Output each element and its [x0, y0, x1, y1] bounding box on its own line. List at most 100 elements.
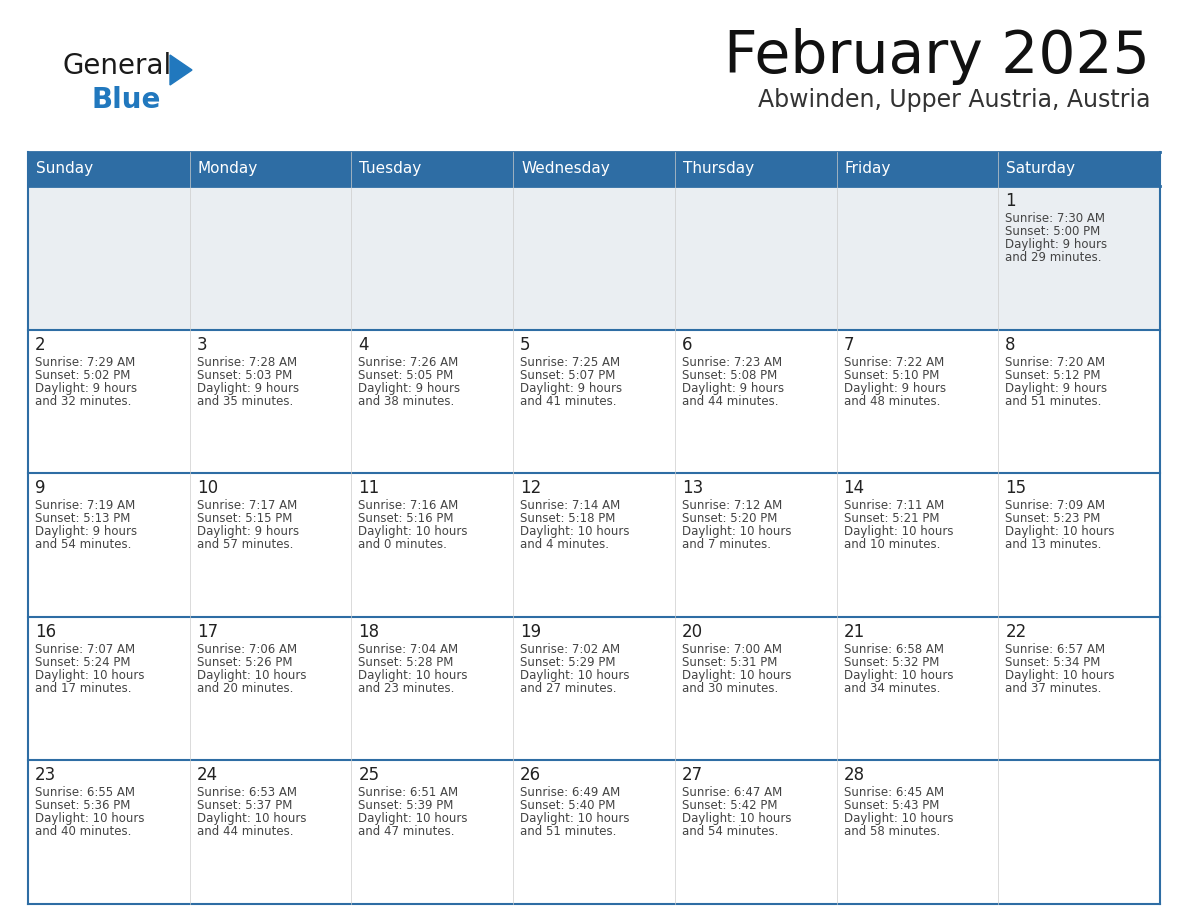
Text: and 23 minutes.: and 23 minutes. — [359, 682, 455, 695]
Text: Daylight: 10 hours: Daylight: 10 hours — [843, 812, 953, 825]
Text: and 38 minutes.: and 38 minutes. — [359, 395, 455, 408]
Text: 23: 23 — [34, 767, 56, 784]
Text: Sunrise: 7:23 AM: Sunrise: 7:23 AM — [682, 355, 782, 369]
Text: Daylight: 10 hours: Daylight: 10 hours — [682, 525, 791, 538]
Text: Sunrise: 7:28 AM: Sunrise: 7:28 AM — [197, 355, 297, 369]
Bar — [836, 152, 998, 186]
Text: Sunset: 5:37 PM: Sunset: 5:37 PM — [197, 800, 292, 812]
Text: and 54 minutes.: and 54 minutes. — [682, 825, 778, 838]
Text: Sunrise: 7:29 AM: Sunrise: 7:29 AM — [34, 355, 135, 369]
Bar — [29, 473, 1159, 617]
Text: 21: 21 — [843, 622, 865, 641]
Text: Sunset: 5:23 PM: Sunset: 5:23 PM — [1005, 512, 1100, 525]
Text: 15: 15 — [1005, 479, 1026, 498]
Bar — [675, 152, 836, 186]
Text: and 30 minutes.: and 30 minutes. — [682, 682, 778, 695]
Text: Sunset: 5:31 PM: Sunset: 5:31 PM — [682, 655, 777, 669]
Text: Sunrise: 7:16 AM: Sunrise: 7:16 AM — [359, 499, 459, 512]
Text: and 51 minutes.: and 51 minutes. — [520, 825, 617, 838]
Bar — [29, 760, 1159, 904]
Text: 12: 12 — [520, 479, 542, 498]
Text: Sunrise: 6:49 AM: Sunrise: 6:49 AM — [520, 787, 620, 800]
Text: 19: 19 — [520, 622, 542, 641]
Text: Sunrise: 6:51 AM: Sunrise: 6:51 AM — [359, 787, 459, 800]
Text: 26: 26 — [520, 767, 542, 784]
Bar — [29, 152, 190, 186]
Bar — [352, 152, 513, 186]
Text: Daylight: 10 hours: Daylight: 10 hours — [1005, 669, 1114, 682]
Text: Sunset: 5:10 PM: Sunset: 5:10 PM — [843, 369, 939, 382]
Text: 3: 3 — [197, 336, 208, 353]
Text: 13: 13 — [682, 479, 703, 498]
Text: Daylight: 9 hours: Daylight: 9 hours — [197, 382, 299, 395]
Text: Sunset: 5:16 PM: Sunset: 5:16 PM — [359, 512, 454, 525]
Text: Friday: Friday — [845, 162, 891, 176]
Text: and 51 minutes.: and 51 minutes. — [1005, 395, 1101, 408]
Text: 18: 18 — [359, 622, 379, 641]
Text: and 58 minutes.: and 58 minutes. — [843, 825, 940, 838]
Text: and 0 minutes.: and 0 minutes. — [359, 538, 448, 551]
Bar — [29, 186, 1159, 330]
Text: Sunrise: 6:57 AM: Sunrise: 6:57 AM — [1005, 643, 1105, 655]
Text: Abwinden, Upper Austria, Austria: Abwinden, Upper Austria, Austria — [758, 88, 1150, 112]
Text: and 57 minutes.: and 57 minutes. — [197, 538, 293, 551]
Text: 20: 20 — [682, 622, 703, 641]
Text: and 44 minutes.: and 44 minutes. — [197, 825, 293, 838]
Text: and 44 minutes.: and 44 minutes. — [682, 395, 778, 408]
Text: Sunrise: 7:12 AM: Sunrise: 7:12 AM — [682, 499, 782, 512]
Bar — [513, 152, 675, 186]
Text: Daylight: 10 hours: Daylight: 10 hours — [843, 525, 953, 538]
Text: Sunset: 5:07 PM: Sunset: 5:07 PM — [520, 369, 615, 382]
Text: Sunrise: 7:30 AM: Sunrise: 7:30 AM — [1005, 212, 1105, 225]
Text: 24: 24 — [197, 767, 217, 784]
Text: Sunset: 5:03 PM: Sunset: 5:03 PM — [197, 369, 292, 382]
Text: and 47 minutes.: and 47 minutes. — [359, 825, 455, 838]
Text: 10: 10 — [197, 479, 217, 498]
Text: and 37 minutes.: and 37 minutes. — [1005, 682, 1101, 695]
Text: 22: 22 — [1005, 622, 1026, 641]
Text: 7: 7 — [843, 336, 854, 353]
Text: Sunset: 5:39 PM: Sunset: 5:39 PM — [359, 800, 454, 812]
Text: Monday: Monday — [197, 162, 258, 176]
Text: Tuesday: Tuesday — [360, 162, 422, 176]
Text: Sunrise: 7:06 AM: Sunrise: 7:06 AM — [197, 643, 297, 655]
Text: Sunrise: 6:55 AM: Sunrise: 6:55 AM — [34, 787, 135, 800]
Text: Sunrise: 7:19 AM: Sunrise: 7:19 AM — [34, 499, 135, 512]
Bar — [29, 330, 1159, 473]
Text: 11: 11 — [359, 479, 380, 498]
Text: Sunset: 5:24 PM: Sunset: 5:24 PM — [34, 655, 131, 669]
Polygon shape — [170, 55, 192, 85]
Text: Sunrise: 7:22 AM: Sunrise: 7:22 AM — [843, 355, 943, 369]
Text: Sunrise: 6:47 AM: Sunrise: 6:47 AM — [682, 787, 782, 800]
Text: and 20 minutes.: and 20 minutes. — [197, 682, 293, 695]
Text: Thursday: Thursday — [683, 162, 754, 176]
Text: Sunset: 5:34 PM: Sunset: 5:34 PM — [1005, 655, 1100, 669]
Text: and 48 minutes.: and 48 minutes. — [843, 395, 940, 408]
Text: Sunset: 5:08 PM: Sunset: 5:08 PM — [682, 369, 777, 382]
Text: Daylight: 10 hours: Daylight: 10 hours — [359, 812, 468, 825]
Text: Sunday: Sunday — [36, 162, 93, 176]
Text: Blue: Blue — [91, 86, 162, 114]
Text: Sunrise: 7:17 AM: Sunrise: 7:17 AM — [197, 499, 297, 512]
Text: Sunrise: 7:11 AM: Sunrise: 7:11 AM — [843, 499, 943, 512]
Text: Sunset: 5:21 PM: Sunset: 5:21 PM — [843, 512, 939, 525]
Text: and 4 minutes.: and 4 minutes. — [520, 538, 609, 551]
Text: Sunrise: 7:25 AM: Sunrise: 7:25 AM — [520, 355, 620, 369]
Text: Daylight: 10 hours: Daylight: 10 hours — [197, 669, 307, 682]
Text: Sunrise: 7:09 AM: Sunrise: 7:09 AM — [1005, 499, 1105, 512]
Text: and 34 minutes.: and 34 minutes. — [843, 682, 940, 695]
Text: 28: 28 — [843, 767, 865, 784]
Text: 27: 27 — [682, 767, 703, 784]
Text: Sunrise: 7:26 AM: Sunrise: 7:26 AM — [359, 355, 459, 369]
Text: Wednesday: Wednesday — [522, 162, 609, 176]
Text: Sunrise: 6:53 AM: Sunrise: 6:53 AM — [197, 787, 297, 800]
Text: Daylight: 10 hours: Daylight: 10 hours — [520, 812, 630, 825]
Text: Daylight: 10 hours: Daylight: 10 hours — [34, 812, 145, 825]
Text: and 40 minutes.: and 40 minutes. — [34, 825, 132, 838]
Text: and 41 minutes.: and 41 minutes. — [520, 395, 617, 408]
Text: and 35 minutes.: and 35 minutes. — [197, 395, 293, 408]
Text: Daylight: 9 hours: Daylight: 9 hours — [520, 382, 623, 395]
Text: Daylight: 10 hours: Daylight: 10 hours — [520, 525, 630, 538]
Bar — [29, 617, 1159, 760]
Text: 4: 4 — [359, 336, 369, 353]
